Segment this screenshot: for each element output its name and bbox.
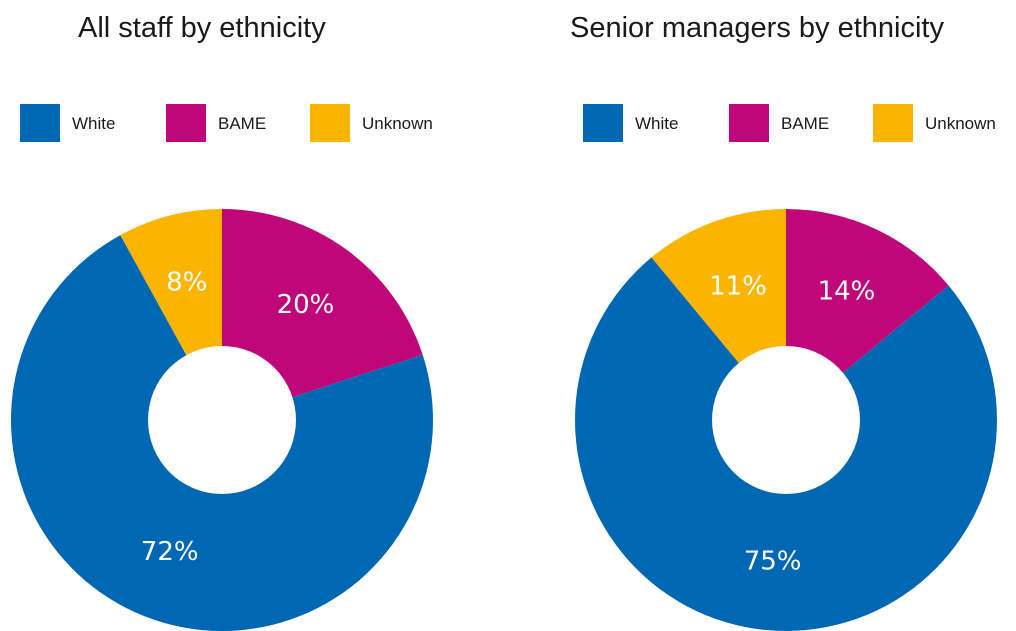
- slice-label-unknown: 8%: [166, 268, 207, 298]
- donut-hole: [712, 346, 860, 494]
- chart-title: All staff by ethnicity: [78, 12, 326, 44]
- legend-label: Unknown: [362, 114, 433, 133]
- legend-label: White: [635, 114, 679, 133]
- legend-swatch: [20, 104, 60, 142]
- donut-chart: 14% 75% 11%: [575, 209, 998, 631]
- donut-hole: [148, 346, 296, 494]
- legend-swatch: [729, 104, 769, 142]
- slice-label-white: 72%: [141, 537, 199, 567]
- legend-label: BAME: [781, 114, 830, 133]
- legend-swatch: [583, 104, 623, 142]
- slice-label-bame: 14%: [818, 277, 876, 307]
- legend-swatch: [310, 104, 350, 142]
- chart-all-staff: All staff by ethnicity White BAME Unknow…: [11, 12, 433, 631]
- slice-label-bame: 20%: [277, 290, 335, 320]
- slice-label-white: 75%: [744, 546, 802, 576]
- donut-chart: 20% 72% 8%: [11, 209, 433, 631]
- legend-swatch: [873, 104, 913, 142]
- chart-senior-managers: Senior managers by ethnicity White BAME …: [508, 0, 1016, 631]
- legend-swatch: [166, 104, 206, 142]
- legend-label: BAME: [218, 114, 267, 133]
- legend-label: White: [72, 114, 116, 133]
- chart-title: Senior managers by ethnicity: [570, 12, 944, 44]
- slice-label-unknown: 11%: [709, 271, 767, 301]
- legend-label: Unknown: [925, 114, 996, 133]
